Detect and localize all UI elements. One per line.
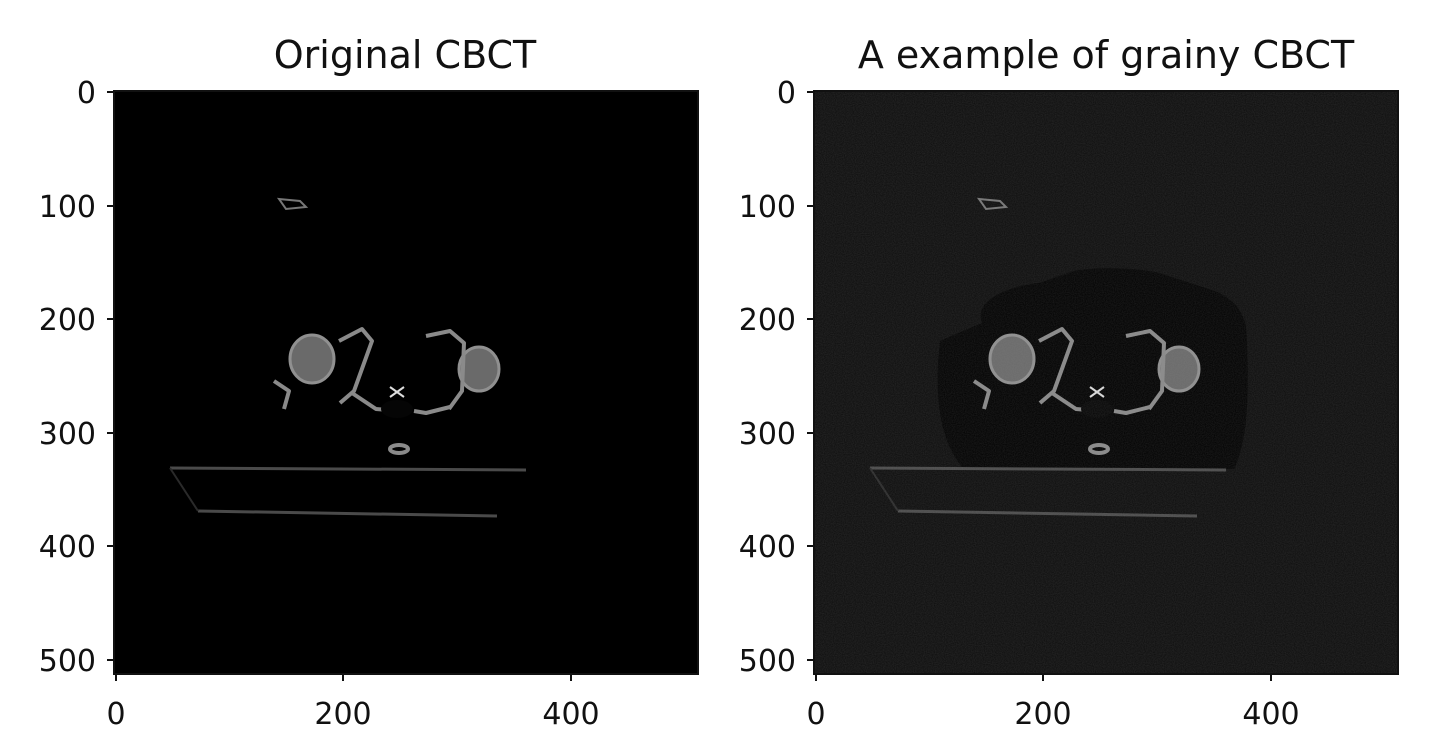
y-tick-label: 500 [39,644,96,679]
y-tick-label: 300 [39,417,96,452]
x-tick-label: 0 [106,697,125,732]
x-tick-label: 400 [1242,697,1299,732]
panel-original: Original CBCT 0 100 200 300 400 500 [39,33,699,732]
x-tick-label: 200 [314,697,371,732]
y-tick-label: 300 [739,417,796,452]
y-tick-label: 500 [739,644,796,679]
y-tick-label: 400 [39,530,96,565]
y-tick-label: 400 [739,530,796,565]
x-axis: 0 200 400 [106,674,600,732]
panel-grainy: A example of grainy CBCT 0 100 200 300 4… [739,33,1399,732]
y-tick-label: 0 [777,76,796,111]
cbct-image-grainy [814,91,1398,674]
y-tick-label: 0 [77,76,96,111]
y-tick-label: 100 [39,190,96,225]
panel-title: A example of grainy CBCT [858,33,1355,77]
x-tick-label: 200 [1014,697,1071,732]
axes-frame [113,90,699,675]
y-axis: 0 100 200 300 400 500 [739,76,814,679]
y-axis: 0 100 200 300 400 500 [39,76,114,679]
y-tick-label: 200 [739,303,796,338]
cbct-image-original [114,91,698,674]
y-tick-label: 100 [739,190,796,225]
y-tick-label: 200 [39,303,96,338]
axes-frame [813,90,1399,675]
x-tick-label: 400 [542,697,599,732]
panel-title: Original CBCT [274,33,537,77]
x-tick-label: 0 [806,697,825,732]
x-axis: 0 200 400 [806,674,1300,732]
